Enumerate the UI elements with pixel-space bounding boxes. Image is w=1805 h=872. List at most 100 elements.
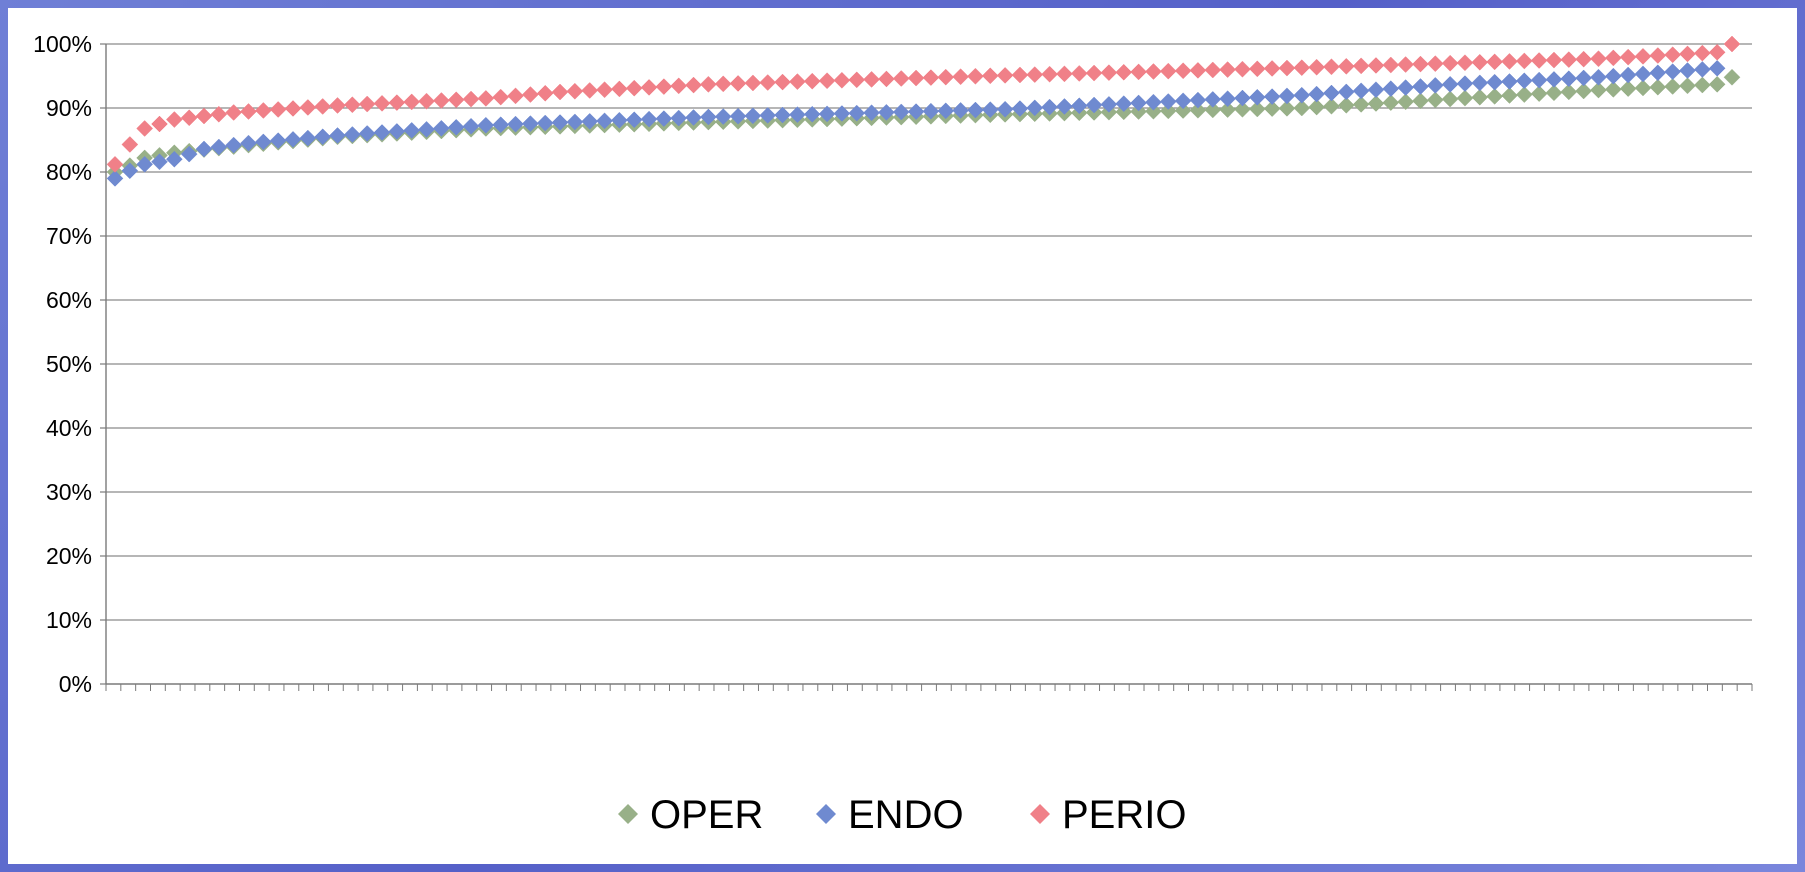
point-perio (581, 82, 599, 99)
point-endo (1367, 81, 1385, 99)
point-perio (952, 68, 969, 86)
point-endo (1070, 97, 1088, 115)
point-endo (1100, 95, 1118, 113)
y-tick-label: 20% (46, 543, 92, 569)
point-perio (1352, 57, 1370, 75)
point-endo (670, 109, 688, 127)
point-perio (907, 69, 925, 87)
point-endo (759, 107, 777, 124)
point-oper (1145, 102, 1162, 120)
point-perio (1278, 59, 1296, 77)
point-endo (907, 103, 925, 120)
point-perio (106, 155, 124, 173)
point-perio (833, 71, 851, 89)
point-endo (789, 106, 806, 124)
point-endo (522, 115, 539, 132)
point-perio (1174, 62, 1192, 80)
point-perio (1634, 47, 1652, 65)
point-endo (1234, 89, 1251, 107)
point-endo (1248, 88, 1266, 106)
point-perio (981, 67, 999, 85)
point-endo (492, 116, 510, 134)
point-endo (714, 108, 732, 125)
y-tick-label: 50% (46, 351, 92, 377)
point-oper (1604, 81, 1622, 98)
point-perio (1115, 63, 1133, 81)
point-perio (329, 97, 346, 114)
point-perio (1545, 51, 1563, 69)
point-perio (803, 72, 821, 90)
point-perio (714, 75, 732, 93)
point-oper (1174, 102, 1192, 119)
point-perio (418, 92, 435, 110)
point-endo (284, 131, 302, 148)
point-perio (1382, 56, 1400, 74)
point-endo (151, 153, 168, 171)
point-endo (566, 113, 584, 131)
point-endo (1159, 93, 1177, 110)
point-perio (1560, 51, 1578, 68)
point-perio (1056, 65, 1073, 83)
point-perio (1234, 60, 1251, 78)
point-perio (1337, 57, 1355, 75)
point-endo (1323, 84, 1340, 102)
point-perio (1263, 60, 1281, 77)
point-oper (1337, 96, 1355, 114)
point-oper (1619, 80, 1637, 97)
point-endo (848, 104, 866, 122)
point-perio (477, 90, 495, 107)
point-perio (403, 93, 421, 111)
point-endo (1441, 75, 1459, 93)
point-oper (1441, 90, 1459, 108)
point-perio (195, 107, 213, 125)
point-endo (299, 129, 317, 147)
point-perio (700, 75, 717, 93)
point-perio (863, 71, 880, 88)
point-perio (1085, 64, 1103, 82)
point-endo (1026, 99, 1044, 117)
point-perio (1011, 66, 1029, 84)
point-perio (358, 95, 376, 113)
point-oper (1248, 100, 1266, 118)
point-perio (625, 79, 643, 97)
point-endo (1219, 90, 1236, 108)
point-oper (1471, 88, 1489, 106)
point-perio (1219, 61, 1236, 78)
point-endo (1263, 88, 1281, 105)
point-perio (1515, 52, 1533, 70)
point-perio (996, 67, 1014, 84)
point-endo (225, 136, 243, 154)
point-perio (1604, 49, 1622, 67)
point-oper (1159, 102, 1177, 120)
point-endo (596, 112, 613, 130)
point-perio (210, 105, 228, 123)
y-tick-label: 40% (46, 415, 92, 441)
point-endo (952, 102, 969, 119)
point-endo (744, 107, 762, 125)
point-oper (1204, 101, 1222, 119)
point-perio (1145, 63, 1162, 80)
point-perio (1367, 57, 1385, 74)
point-oper (1679, 77, 1696, 95)
point-oper (1486, 87, 1503, 105)
point-perio (1590, 50, 1607, 68)
point-endo (1693, 61, 1711, 78)
y-tick-label: 60% (46, 287, 92, 313)
legend-label-oper: OPER (650, 793, 763, 837)
point-perio (314, 98, 332, 115)
point-perio (759, 74, 777, 91)
point-perio (388, 94, 406, 111)
y-tick-label: 100% (33, 31, 92, 57)
point-endo (1486, 73, 1503, 91)
point-perio (1293, 59, 1311, 77)
point-endo (1145, 93, 1162, 111)
point-endo (180, 145, 198, 163)
point-perio (284, 100, 302, 117)
point-endo (655, 110, 673, 127)
y-tick-label: 90% (46, 95, 92, 121)
point-perio (507, 87, 524, 105)
data-points (106, 35, 1741, 187)
point-endo (1412, 78, 1429, 95)
point-endo (1041, 98, 1058, 116)
point-oper (1693, 76, 1711, 94)
